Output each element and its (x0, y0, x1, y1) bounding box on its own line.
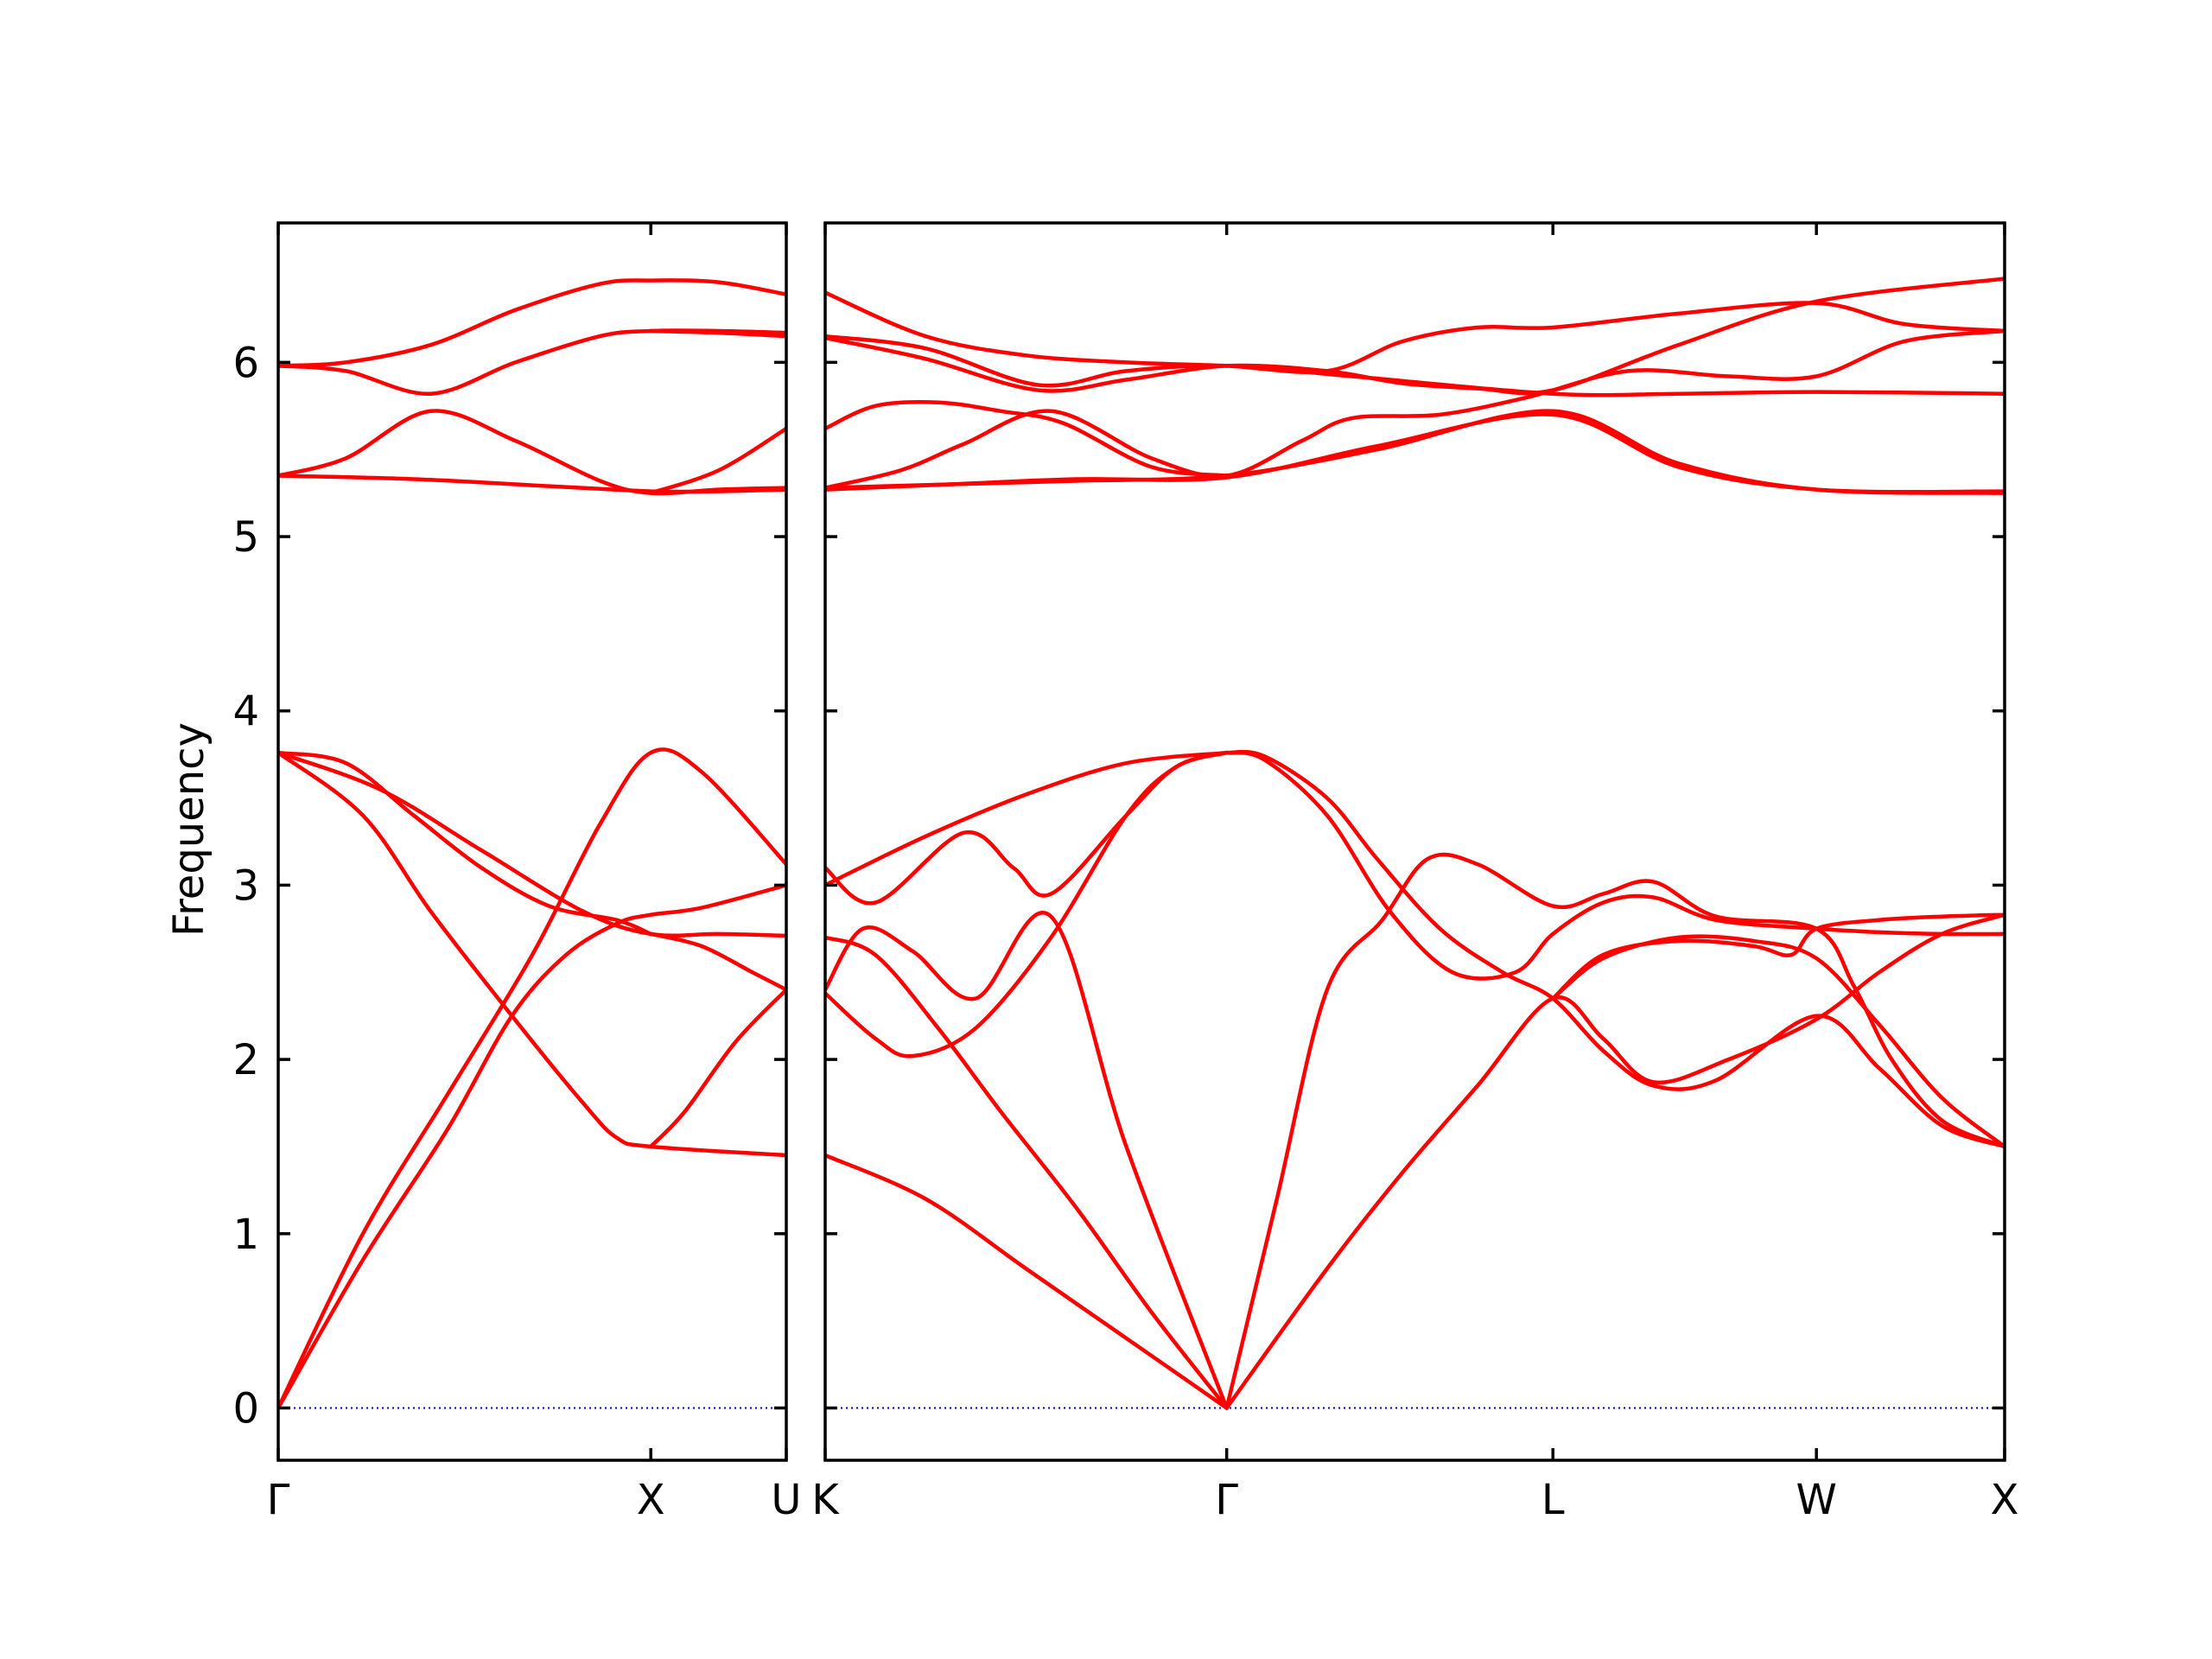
band-line-5 (278, 750, 653, 937)
x-tick-label: X (1991, 1476, 2019, 1524)
band-line-16 (825, 399, 1229, 478)
band-line-7 (648, 931, 786, 992)
band-line-9 (278, 409, 786, 496)
band-line-13 (648, 328, 786, 339)
band-line-2 (825, 935, 1229, 1410)
y-tick-label: 6 (232, 339, 259, 387)
band-line-11 (1550, 912, 2005, 1001)
band-group (278, 278, 786, 1410)
band-line-1 (278, 747, 786, 1410)
band-line-12 (1550, 934, 2005, 1149)
band-group (825, 276, 2005, 1410)
x-tick-label: L (1541, 1476, 1565, 1524)
band-line-12 (278, 278, 786, 368)
band-line-10 (1224, 852, 2005, 1410)
y-tick-label: 3 (232, 861, 259, 910)
band-line-4 (278, 750, 786, 938)
panel-frame (823, 221, 2006, 1462)
band-line-1 (825, 1153, 1229, 1410)
x-tick-label: Γ (267, 1476, 290, 1524)
y-tick-label: 5 (232, 513, 259, 562)
band-line-15 (825, 328, 2005, 490)
panels: 0 1 2 3 4 5 6 Γ X U K Γ L W X (232, 221, 2019, 1524)
y-tick-label: 0 (232, 1384, 259, 1433)
band-line-4 (825, 911, 1229, 1410)
band-line-18 (825, 276, 2005, 396)
band-line-19 (825, 290, 2005, 374)
band-line-7 (1224, 750, 2005, 981)
band-line-3 (825, 750, 1229, 1058)
y-tick-label: 1 (232, 1211, 259, 1259)
band-line-17 (825, 334, 2005, 397)
band-line-14 (825, 412, 2005, 494)
band-line-2 (278, 883, 786, 1410)
y-axis-label: Frequency (165, 722, 213, 937)
panel-frame (276, 221, 788, 1462)
band-line-6 (648, 988, 786, 1149)
x-tick-label: Γ (1215, 1476, 1238, 1524)
x-tick-label: W (1796, 1476, 1836, 1524)
x-tick-label: X (637, 1476, 665, 1524)
y-tick-label: 2 (232, 1036, 259, 1084)
x-tick-label: K (811, 1476, 840, 1524)
band-line-8 (1224, 749, 2005, 1149)
panel-1: 0 1 2 3 4 5 6 Γ X U (232, 221, 802, 1524)
band-line-9 (1224, 912, 2005, 1410)
band-line-6 (825, 750, 1229, 887)
x-tick-label: U (771, 1476, 801, 1524)
band-line-5 (825, 750, 1229, 906)
band-line-10 (648, 426, 786, 495)
y-tick-label: 4 (232, 688, 259, 736)
